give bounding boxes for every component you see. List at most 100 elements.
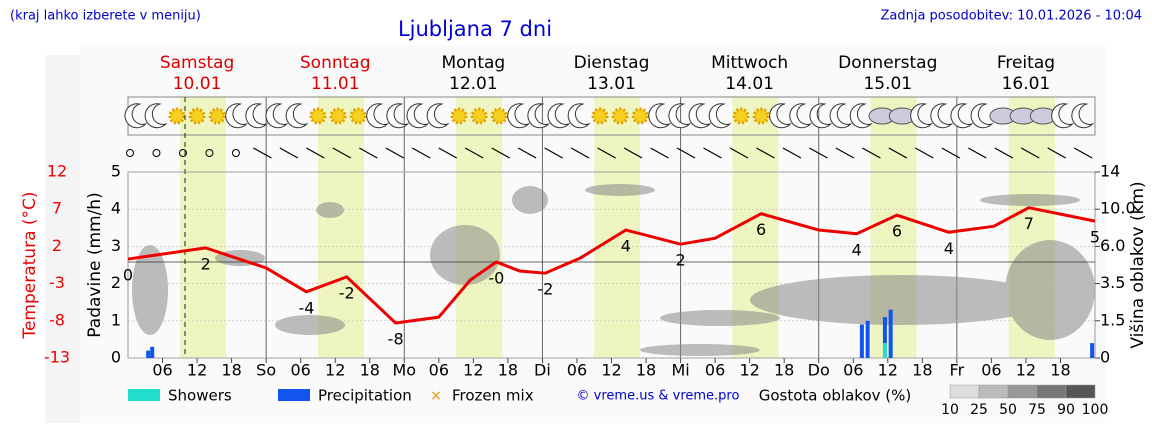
temperature-tick-label: -3 bbox=[49, 273, 65, 292]
precip-bar bbox=[859, 324, 864, 358]
sun-icon bbox=[631, 107, 649, 125]
wind-barb bbox=[676, 147, 696, 159]
temperature-label: -0 bbox=[488, 269, 504, 288]
daylight-band bbox=[317, 97, 364, 358]
legend-label: Showers bbox=[168, 387, 232, 405]
day-date: 12.01 bbox=[449, 74, 498, 94]
x-tick-label: 12 bbox=[1016, 361, 1036, 380]
sun-icon bbox=[470, 107, 488, 125]
precip-tick-label: 0 bbox=[111, 348, 121, 367]
x-tick-label: 12 bbox=[463, 361, 483, 380]
temperature-tick-label: -8 bbox=[49, 310, 65, 329]
cloud-patch bbox=[132, 245, 168, 335]
x-tick-label: 18 bbox=[360, 361, 380, 380]
temperature-label: 4 bbox=[621, 237, 631, 256]
wind-barb bbox=[756, 147, 775, 159]
wind-barb bbox=[782, 147, 802, 159]
note: (kraj lahko izberete v meniju) bbox=[10, 9, 201, 24]
cloud-tick-label: 3.5 bbox=[1100, 273, 1125, 292]
moon-icon bbox=[769, 103, 792, 129]
sun-icon bbox=[309, 107, 327, 125]
day-date: 11.01 bbox=[311, 74, 360, 94]
copyright: © vreme.us & vreme.pro bbox=[577, 389, 740, 404]
cloud-patch bbox=[750, 275, 1050, 325]
legend-swatch bbox=[278, 389, 310, 401]
temperature-label: -2 bbox=[537, 280, 553, 299]
precip-bar bbox=[882, 343, 887, 358]
wind-barb bbox=[597, 147, 616, 159]
x-tick-label: 12 bbox=[739, 361, 759, 380]
temperature-label: 6 bbox=[756, 220, 766, 239]
cloud-patch bbox=[316, 202, 344, 218]
day-name: Samstag bbox=[160, 53, 235, 73]
x-tick-label: Do bbox=[808, 361, 830, 380]
sun-icon bbox=[752, 107, 770, 125]
moon-icon bbox=[930, 103, 954, 129]
calm-marker bbox=[178, 149, 187, 157]
wind-barb bbox=[835, 147, 855, 159]
calm-marker bbox=[152, 149, 161, 157]
x-tick-label: Mi bbox=[671, 361, 689, 380]
wind-barb bbox=[253, 147, 272, 159]
density-level: 100 bbox=[1082, 402, 1109, 418]
moon-icon bbox=[386, 103, 410, 129]
moon-icon bbox=[245, 103, 269, 129]
legend-swatch bbox=[128, 389, 160, 401]
wind-barb bbox=[385, 147, 405, 159]
precip-tick-label: 1 bbox=[111, 310, 121, 329]
precip-tick-label: 4 bbox=[111, 199, 121, 218]
moon-icon bbox=[809, 103, 833, 129]
sun-icon bbox=[611, 107, 629, 125]
density-swatch bbox=[949, 384, 980, 399]
x-tick-label: 12 bbox=[325, 361, 345, 380]
sun-icon bbox=[168, 107, 186, 125]
x-tick-label: 06 bbox=[843, 361, 863, 380]
sun-icon bbox=[188, 107, 206, 125]
density-legend-title: Gostota oblakov (%) bbox=[759, 387, 912, 405]
wind-barb bbox=[650, 147, 669, 159]
x-tick-label: 06 bbox=[567, 361, 587, 380]
density-level: 25 bbox=[970, 402, 988, 418]
cloud-tick-label: 6.0 bbox=[1100, 236, 1125, 255]
moon-icon bbox=[225, 103, 249, 129]
wind-barb bbox=[544, 147, 563, 159]
wind-barb bbox=[359, 147, 378, 159]
moon-icon bbox=[708, 103, 732, 129]
temperature-tick-label: 12 bbox=[47, 162, 67, 181]
wind-barb bbox=[517, 147, 537, 159]
temperature-tick-label: 7 bbox=[52, 199, 62, 218]
moon-icon bbox=[124, 103, 148, 129]
x-tick-label: 12 bbox=[187, 361, 207, 380]
wind-barb bbox=[306, 147, 325, 159]
sun-icon bbox=[732, 107, 750, 125]
precip-bar bbox=[882, 317, 887, 344]
density-level: 90 bbox=[1057, 402, 1075, 418]
sun-icon bbox=[490, 107, 508, 125]
updated: Zadnja posodobitev: 10.01.2026 - 10:04 bbox=[880, 9, 1142, 24]
temperature-label: -2 bbox=[339, 283, 355, 302]
moon-icon bbox=[910, 103, 933, 129]
density-swatch bbox=[1036, 384, 1067, 399]
day-name: Dienstag bbox=[574, 53, 650, 73]
temperature-label: 2 bbox=[201, 254, 211, 273]
temperature-label: 4 bbox=[852, 240, 862, 259]
precip-tick-label: 3 bbox=[111, 236, 121, 255]
density-swatch bbox=[1007, 384, 1038, 399]
sun-icon bbox=[450, 107, 468, 125]
precip-bar bbox=[1090, 343, 1095, 358]
temperature-label: 0 bbox=[123, 266, 133, 285]
cloud-axis-title: Višina oblakov (km) bbox=[1128, 181, 1148, 348]
legend-label: Frozen mix bbox=[452, 387, 534, 405]
wind-barb bbox=[967, 147, 987, 159]
temperature-line bbox=[127, 206, 1096, 325]
cloud-cover bbox=[132, 184, 1095, 356]
moon-icon bbox=[507, 103, 531, 129]
sun-icon bbox=[329, 107, 347, 125]
temperature-label: 5 bbox=[1090, 228, 1100, 247]
temperature-label: 4 bbox=[944, 239, 954, 258]
moon-icon bbox=[426, 103, 450, 129]
x-tick-label: 06 bbox=[981, 361, 1001, 380]
cloud-tick-label: 10.0 bbox=[1100, 199, 1136, 218]
precip-bar bbox=[150, 346, 155, 358]
wind-barb bbox=[941, 147, 961, 159]
